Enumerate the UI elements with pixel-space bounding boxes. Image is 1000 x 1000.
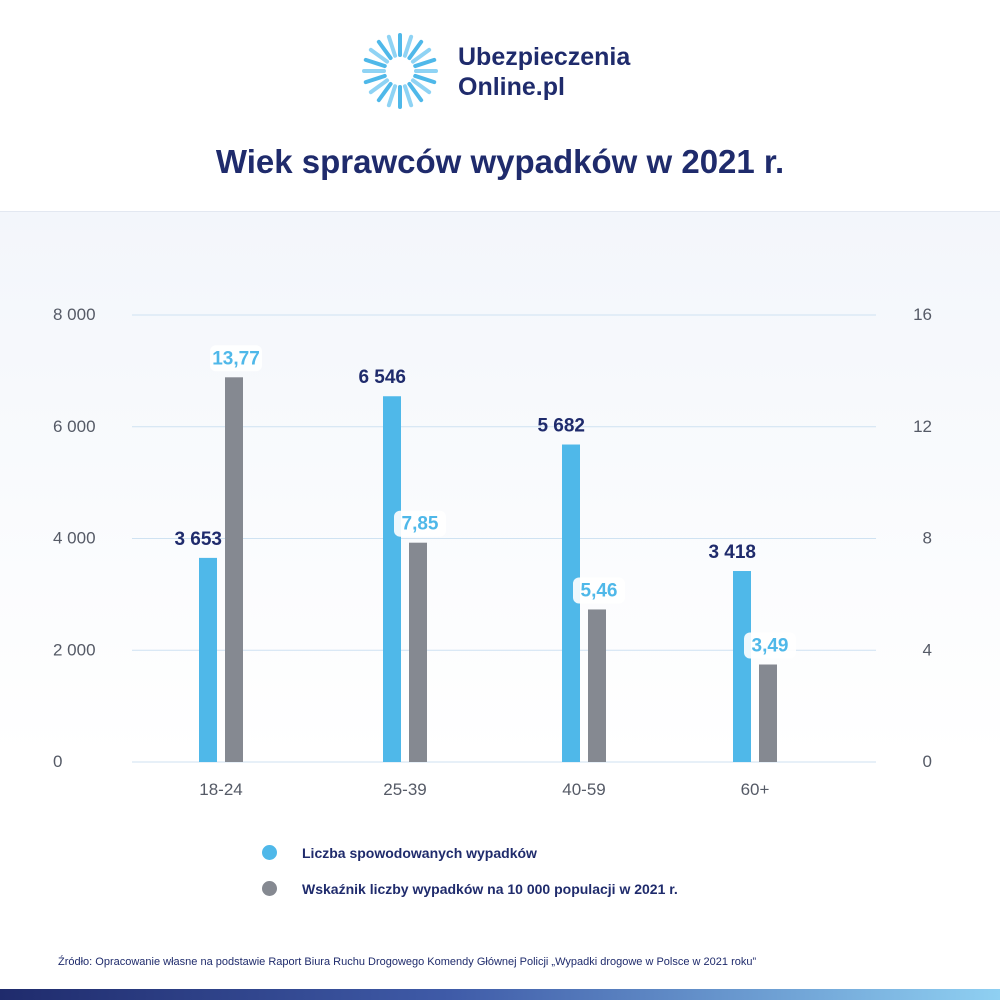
- bar-rate: [225, 377, 243, 762]
- y-right-tick-label: 8: [923, 529, 932, 548]
- logo-ray: [410, 78, 432, 95]
- y-right-tick-label: 4: [923, 640, 932, 659]
- logo-ray: [363, 73, 387, 85]
- data-label-rate: 3,49: [752, 635, 789, 656]
- chart-panel: [0, 211, 1000, 990]
- data-label-rate: 5,46: [581, 580, 618, 601]
- data-label-accidents: 6 546: [358, 367, 406, 388]
- logo-ray: [413, 57, 437, 69]
- bar-rate: [588, 609, 606, 762]
- logo-line1: Ubezpieczenia: [458, 43, 631, 71]
- chart-title: Wiek sprawców wypadków w 2021 r.: [215, 143, 785, 180]
- logo-ray: [376, 81, 393, 103]
- y-left-tick-label: 6 000: [53, 417, 96, 436]
- x-tick-label: 60+: [741, 780, 770, 799]
- header: [0, 0, 1000, 211]
- bottom-accent-bar: [0, 989, 1000, 1000]
- y-left-tick-label: 2 000: [53, 640, 96, 659]
- logo-ray: [386, 84, 398, 108]
- data-label-bg: [394, 510, 446, 537]
- y-right-tick-label: 0: [923, 752, 932, 771]
- legend-label-rate: Wskaźnik liczby wypadków na 10 000 popul…: [302, 881, 678, 897]
- bar-accidents: [383, 396, 401, 762]
- y-right-tick-label: 16: [913, 305, 932, 324]
- data-label-accidents: 5 682: [537, 416, 585, 437]
- bar-accidents: [199, 557, 217, 762]
- legend-dot-gray-icon: [262, 881, 277, 896]
- source-note: Źródło: Opracowanie własne na podstawie …: [58, 956, 757, 968]
- bar-rate: [409, 542, 427, 762]
- logo-ray: [413, 73, 437, 85]
- logo-ray: [410, 47, 432, 64]
- legend-label-accidents: Liczba spowodowanych wypadków: [302, 845, 537, 861]
- x-tick-label: 25-39: [383, 780, 426, 799]
- bar-accidents: [733, 571, 751, 762]
- data-label-rate: 13,77: [212, 348, 260, 369]
- bar-rate: [759, 664, 777, 762]
- logo-ray: [407, 81, 424, 103]
- y-left-tick-label: 0: [53, 752, 62, 771]
- logo-line2: Online.pl: [458, 73, 565, 101]
- logo-burst-icon: [362, 33, 438, 109]
- logo-ray: [386, 34, 398, 58]
- data-label-accidents: 3 653: [174, 529, 222, 550]
- y-left-tick-label: 8 000: [53, 305, 96, 324]
- y-right-tick-label: 12: [913, 417, 932, 436]
- data-label-bg: [210, 345, 262, 372]
- data-label-bg: [573, 577, 625, 604]
- logo-ray: [368, 78, 390, 95]
- data-label-accidents: 3 418: [708, 542, 756, 563]
- data-label-bg: [744, 632, 796, 659]
- logo-ray: [376, 39, 393, 61]
- logo[interactable]: Ubezpieczenia Online.pl: [360, 28, 660, 118]
- logo-ray: [363, 57, 387, 69]
- bar-accidents: [562, 444, 580, 762]
- data-label-rate: 7,85: [402, 514, 439, 535]
- logo-ray: [407, 39, 424, 61]
- logo-text: Ubezpieczenia Online.pl: [458, 42, 630, 102]
- logo-ray: [368, 47, 390, 64]
- y-left-tick-label: 4 000: [53, 529, 96, 548]
- legend-dot-blue-icon: [262, 845, 277, 860]
- logo-ray: [402, 84, 414, 108]
- x-tick-label: 18-24: [199, 780, 242, 799]
- x-tick-label: 40-59: [562, 780, 605, 799]
- logo-ray: [402, 34, 414, 58]
